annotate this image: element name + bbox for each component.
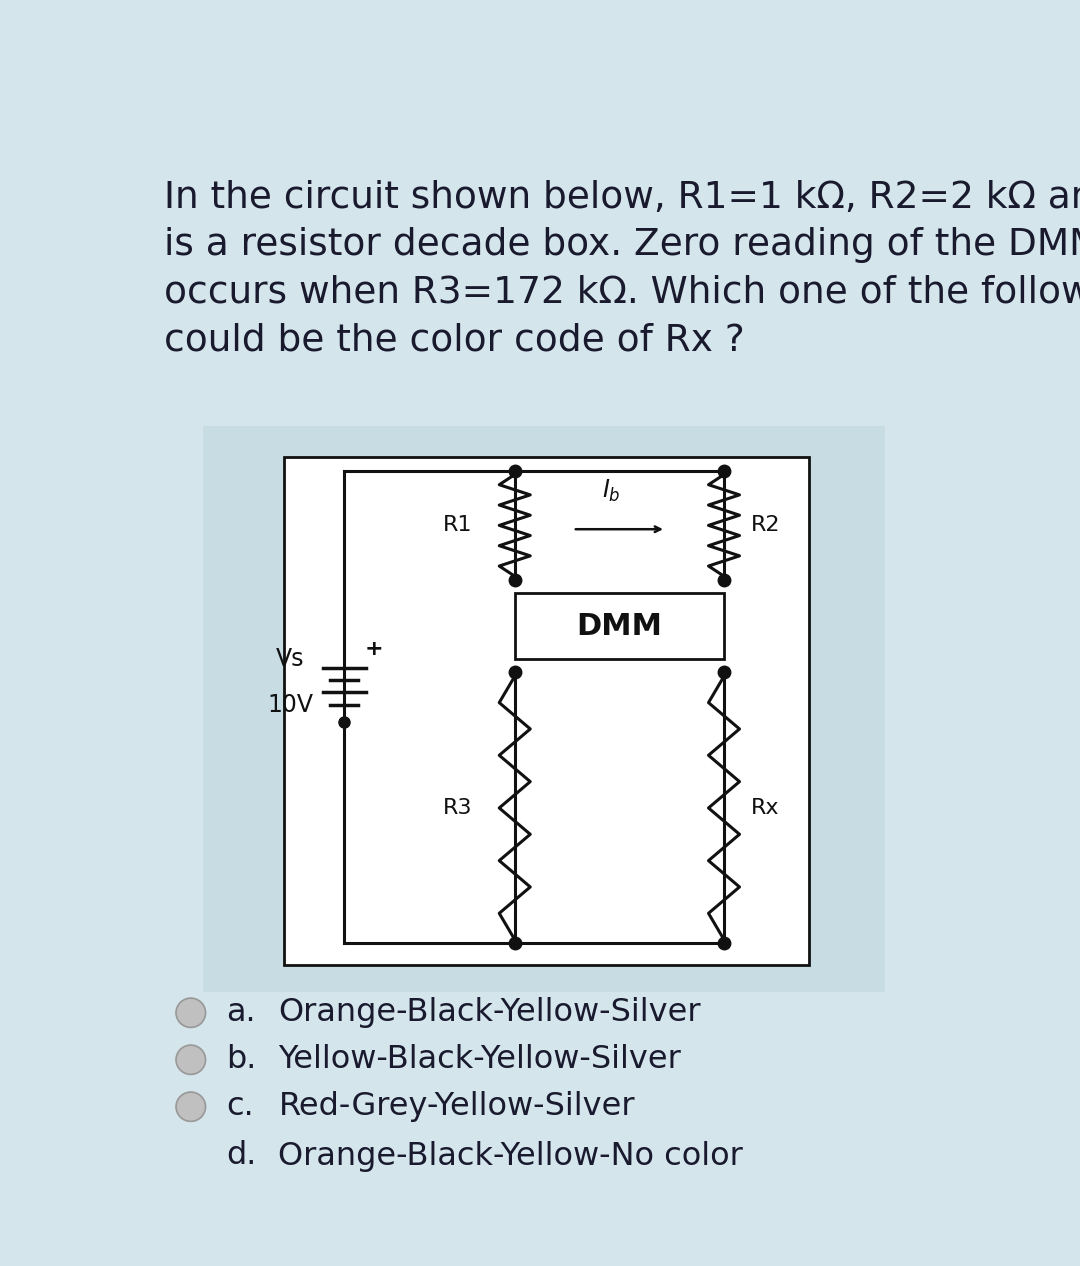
FancyBboxPatch shape [203,427,886,993]
Text: R1: R1 [443,515,472,536]
Text: Orange-Black-Yellow-Silver: Orange-Black-Yellow-Silver [279,998,701,1028]
Text: DMM: DMM [577,611,662,641]
Text: a.: a. [227,998,256,1028]
Text: Yellow-Black-Yellow-Silver: Yellow-Black-Yellow-Silver [279,1044,681,1075]
Text: c.: c. [227,1091,254,1122]
Text: In the circuit shown below, R1=1 kΩ, R2=2 kΩ and R3: In the circuit shown below, R1=1 kΩ, R2=… [164,180,1080,215]
FancyBboxPatch shape [515,594,724,658]
Text: is a resistor decade box. Zero reading of the DMM: is a resistor decade box. Zero reading o… [164,228,1080,263]
Circle shape [176,998,205,1028]
Text: Vs: Vs [275,647,305,671]
Circle shape [176,1093,205,1122]
Text: Orange-Black-Yellow-No color: Orange-Black-Yellow-No color [279,1141,743,1171]
Text: d.: d. [227,1141,257,1171]
Text: could be the color code of Rx ?: could be the color code of Rx ? [164,323,745,358]
Text: $I_b$: $I_b$ [603,477,621,504]
FancyBboxPatch shape [284,457,809,965]
Text: Rx: Rx [751,798,780,818]
Text: R2: R2 [751,515,781,536]
Text: +: + [364,639,383,660]
Circle shape [176,1142,205,1171]
Text: b.: b. [227,1044,257,1075]
Text: R3: R3 [443,798,472,818]
Text: occurs when R3=172 kΩ. Which one of the following: occurs when R3=172 kΩ. Which one of the … [164,275,1080,311]
Circle shape [176,1046,205,1075]
Text: Red-Grey-Yellow-Silver: Red-Grey-Yellow-Silver [279,1091,635,1122]
Text: 10V: 10V [267,693,313,717]
